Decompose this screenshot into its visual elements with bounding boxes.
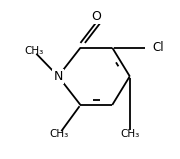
Text: O: O [91, 10, 101, 23]
Text: CH₃: CH₃ [24, 46, 43, 56]
Text: CH₃: CH₃ [49, 129, 69, 139]
Text: CH₃: CH₃ [120, 129, 139, 139]
Text: Cl: Cl [153, 41, 165, 54]
Text: N: N [53, 70, 63, 83]
